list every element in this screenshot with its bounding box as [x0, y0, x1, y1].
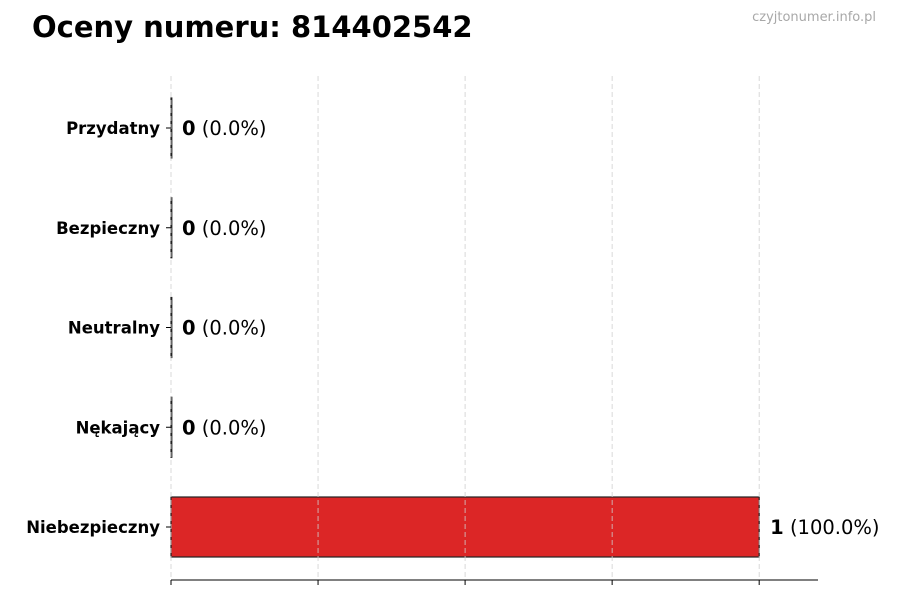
y-tick-label: Przydatny [66, 119, 160, 138]
y-tick-label: Bezpieczny [56, 219, 160, 238]
data-label: 0 (0.0%) [182, 217, 267, 240]
data-label-value: 0 [182, 317, 196, 340]
data-label-percent: (100.0%) [784, 516, 880, 539]
y-tick-label: Nękający [76, 418, 161, 437]
data-label: 0 (0.0%) [182, 317, 267, 340]
data-label-value: 1 [770, 516, 784, 539]
y-tick-label: Niebezpieczny [26, 518, 160, 537]
data-label-percent: (0.0%) [196, 416, 267, 439]
data-label: 0 (0.0%) [182, 416, 267, 439]
data-label-percent: (0.0%) [196, 117, 267, 140]
data-label: 0 (0.0%) [182, 117, 267, 140]
watermark: czyjtonumer.info.pl [752, 10, 876, 25]
data-label-value: 0 [182, 217, 196, 240]
data-label: 1 (100.0%) [770, 516, 879, 539]
y-tick-label: Neutralny [68, 319, 160, 338]
data-label-value: 0 [182, 117, 196, 140]
data-label-percent: (0.0%) [196, 217, 267, 240]
data-label-percent: (0.0%) [196, 317, 267, 340]
chart-title: Oceny numeru: 814402542 [32, 10, 473, 44]
data-label-value: 0 [182, 416, 196, 439]
